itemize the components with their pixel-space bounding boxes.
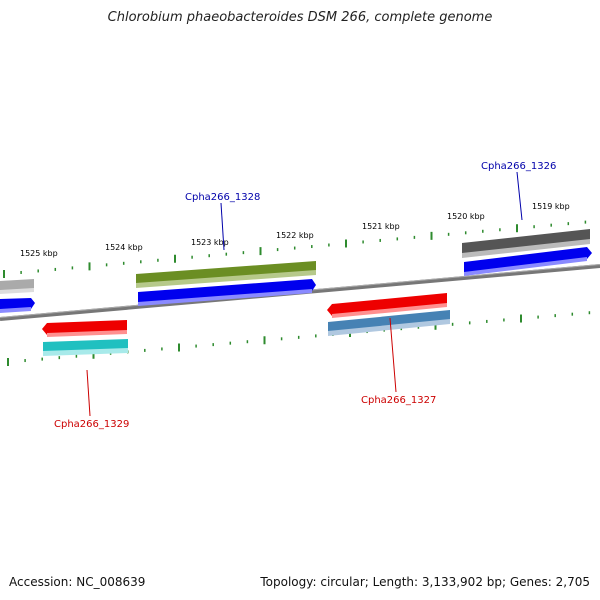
scale-label: 1523 kbp — [191, 238, 229, 247]
scale-ticks-top — [3, 220, 587, 278]
scale-label: 1521 kbp — [362, 222, 400, 231]
scale-label: 1522 kbp — [276, 231, 314, 240]
gene-arrow-1326 — [464, 247, 592, 274]
cds-arrows — [0, 247, 592, 337]
label-callouts — [86, 171, 523, 417]
cog-bar-gray — [462, 229, 590, 255]
scale-labels: 1525 kbp 1524 kbp 1523 kbp 1522 kbp 1521… — [20, 202, 570, 258]
map-title: Chlorobium phaeobacteroides DSM 266, com… — [107, 10, 493, 25]
accession-label: Accession: NC_008639 — [9, 575, 146, 589]
scale-label: 1519 kbp — [532, 202, 570, 211]
cog-bar-steelblue — [328, 310, 450, 333]
scale-label: 1520 kbp — [447, 212, 485, 221]
feature-bars — [0, 229, 590, 356]
gene-arrow-1328 — [138, 279, 316, 304]
gene-label-1328: Cpha266_1328 — [185, 192, 260, 203]
scale-label: 1524 kbp — [105, 243, 143, 252]
cog-bar-olive — [136, 261, 316, 285]
gene-label-1326: Cpha266_1326 — [481, 161, 556, 172]
gene-arrow-1327 — [327, 293, 447, 316]
gene-label-1327: Cpha266_1327 — [361, 395, 436, 406]
topology-label: Topology: circular; Length: 3,133,902 bp… — [260, 575, 590, 589]
scale-ticks-bottom — [7, 311, 591, 366]
scale-label: 1525 kbp — [20, 249, 58, 258]
gene-label-1329: Cpha266_1329 — [54, 419, 129, 430]
